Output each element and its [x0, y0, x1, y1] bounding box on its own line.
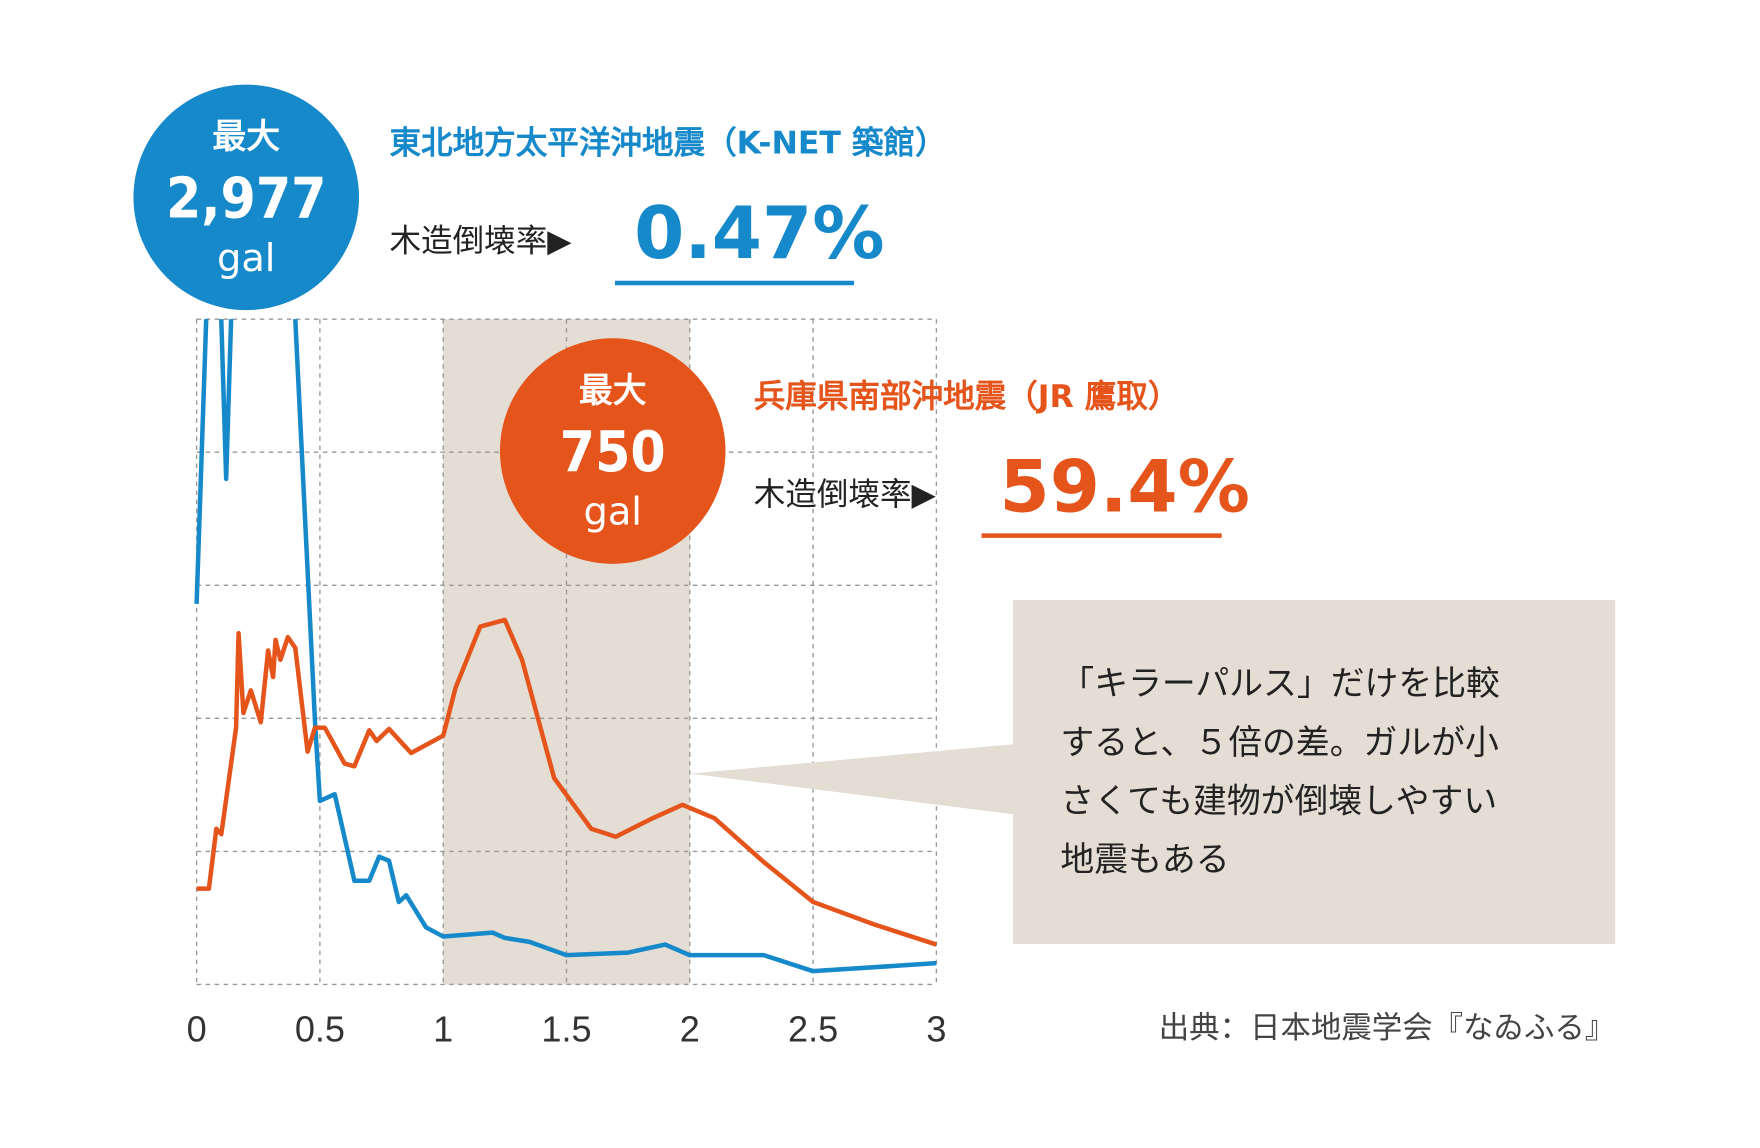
max-value: 750: [560, 420, 666, 485]
callout-text: さくても建物が倒壊しやすい: [1060, 781, 1497, 820]
legend-entry: 兵庫県南部沖地震（JR 鷹取）: [754, 379, 1180, 415]
x-tick-label: 0: [187, 1008, 207, 1049]
max-badge: [133, 84, 360, 311]
x-tick-label: 2.5: [788, 1008, 838, 1049]
x-tick-label: 1: [433, 1008, 453, 1049]
callout-text: 「キラーパルス」だけを比較: [1060, 664, 1499, 703]
max-unit: gal: [217, 236, 275, 281]
rate-label: 木造倒壊率▶: [754, 477, 937, 513]
max-unit: gal: [584, 490, 642, 535]
max-label: 最大: [212, 117, 280, 156]
rate-value: 59.4%: [1000, 446, 1250, 530]
x-tick-label: 2: [680, 1008, 700, 1049]
x-tick-label: 1.5: [541, 1008, 591, 1049]
max-badge: [499, 338, 726, 564]
lines-layer: [194, 319, 938, 974]
max-value: 2,977: [166, 166, 326, 231]
source-note: 出典：日本地震学会『なゐふる』: [1159, 1011, 1616, 1046]
x-tick-label: 0.5: [295, 1008, 345, 1049]
x-tick-label: 3: [926, 1008, 946, 1049]
callout-box: [1013, 599, 1616, 944]
legend-entry: 東北地方太平洋沖地震（K-NET 築館）: [389, 124, 946, 161]
data-line: [196, 617, 938, 947]
rate-label: 木造倒壊率▶: [389, 223, 572, 259]
max-label: 最大: [579, 371, 647, 410]
rate-value: 0.47%: [634, 192, 884, 276]
callout-text: すると、５倍の差。ガルが小: [1060, 723, 1499, 762]
callout-pointer: [690, 744, 1014, 815]
data-line: [194, 319, 937, 974]
foreground-layer: 0 0.5 1 1.5 2 2.5 3 最大 2,977 gal 東北地方太平洋沖地震（K-NET …: [133, 84, 1616, 1049]
callout-text: 地震もある: [1060, 840, 1229, 879]
